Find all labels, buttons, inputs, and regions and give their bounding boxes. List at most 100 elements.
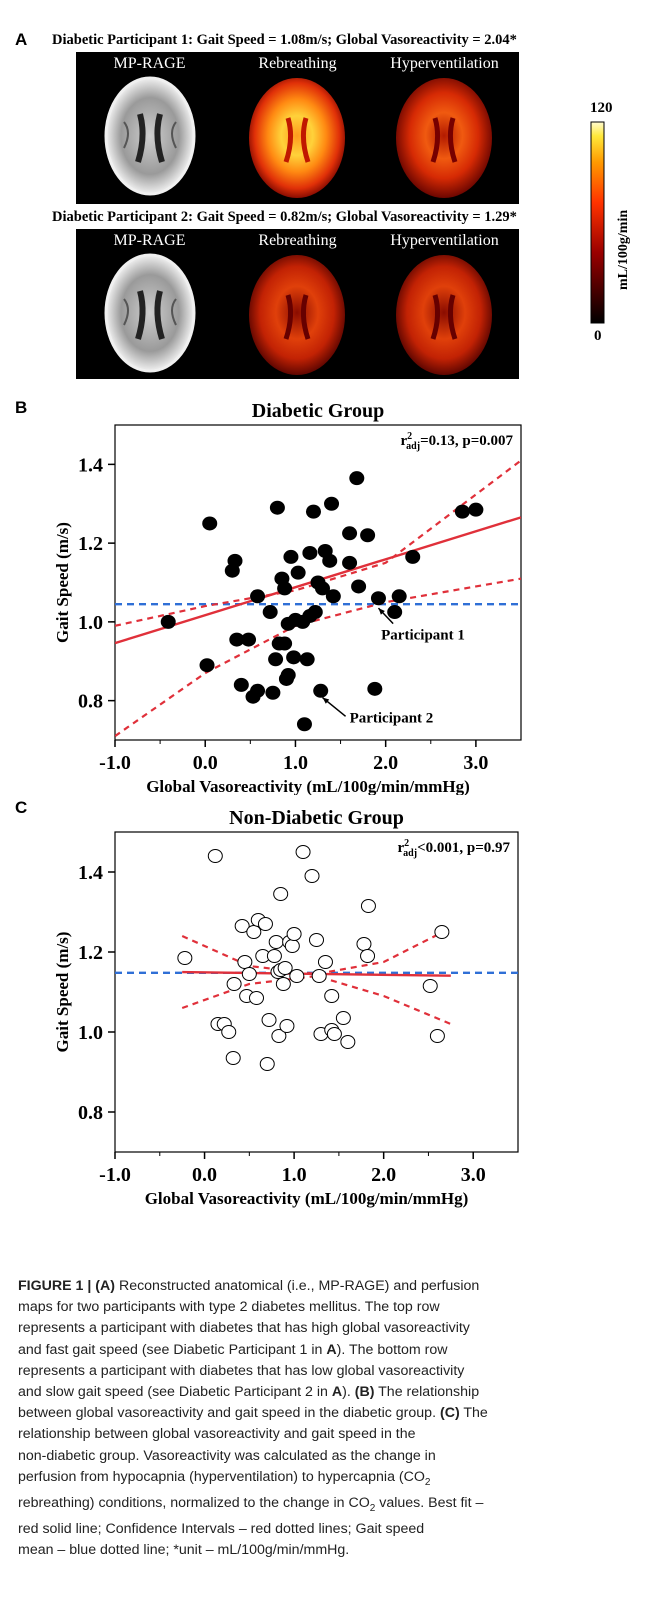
stat-sub: adj <box>406 441 420 452</box>
data-point <box>279 1019 295 1033</box>
data-point <box>250 683 266 698</box>
ci-upper-line <box>181 927 452 976</box>
y-tick-label: 1.0 <box>78 1022 103 1044</box>
stat-sup: 2 <box>404 838 409 849</box>
data-point <box>326 1027 342 1041</box>
plot-frame <box>114 424 522 741</box>
panel-c-letter: C <box>15 798 28 817</box>
data-point <box>271 1029 287 1043</box>
data-point <box>302 545 318 560</box>
x-tick-label: 1.0 <box>283 752 308 774</box>
stat-value: <0.001, p=0.97 <box>417 840 510 856</box>
y-tick-label: 0.8 <box>78 1102 103 1124</box>
data-point <box>265 685 281 700</box>
data-point <box>250 589 266 604</box>
x-axis-label: Global Vasoreactivity (mL/100g/min/mmHg) <box>145 1189 469 1208</box>
caption-line: represents a participant with diabetes t… <box>18 1320 470 1337</box>
caption-text: perfusion from hypocapnia (hyperventilat… <box>18 1468 425 1485</box>
data-point <box>360 528 376 543</box>
colorbar-min-label: 0 <box>594 328 602 344</box>
data-point <box>227 553 243 568</box>
data-point <box>307 605 323 620</box>
plot-frame <box>114 831 519 1153</box>
caption-line: non-diabetic group. Vasoreactivity was c… <box>18 1447 436 1464</box>
caption-ref-a: A <box>326 1341 337 1358</box>
data-point <box>311 969 327 983</box>
data-point <box>268 652 284 667</box>
caption-text: Reconstructed anatomical (i.e., MP-RAGE)… <box>115 1278 480 1294</box>
y-tick-label: 1.4 <box>78 454 103 476</box>
data-point <box>237 955 253 969</box>
data-point <box>317 955 333 969</box>
data-point <box>360 949 376 963</box>
data-point <box>367 681 383 696</box>
stat-r: r <box>400 433 407 449</box>
caption-subscript: 2 <box>369 1502 376 1514</box>
caption-line: red solid line; Confidence Intervals – r… <box>18 1520 425 1537</box>
data-point <box>268 935 284 949</box>
data-point <box>391 589 407 604</box>
caption-line: maps for two participants with type 2 di… <box>18 1299 440 1316</box>
figure-caption: FIGURE 1 | (A) Reconstructed anatomical … <box>18 1276 638 1561</box>
plot-area <box>115 459 521 738</box>
data-point <box>225 1051 241 1065</box>
data-point <box>429 1029 445 1043</box>
data-point <box>324 496 340 511</box>
x-tick-label: 3.0 <box>463 752 488 774</box>
data-point <box>259 1057 275 1071</box>
x-tick-label: -1.0 <box>99 1164 131 1186</box>
label-hyperventilation-2: Hyperventilation <box>390 232 499 249</box>
x-tick-label: 1.0 <box>282 1164 307 1186</box>
caption-figure-label: FIGURE 1 | <box>18 1278 96 1294</box>
participant-2-title: Diabetic Participant 2: Gait Speed = 0.8… <box>52 209 517 225</box>
data-point <box>261 1013 277 1027</box>
data-point <box>295 845 311 859</box>
y-tick-label: 1.0 <box>78 612 103 634</box>
y-tick-label: 1.4 <box>78 862 103 884</box>
caption-text: The <box>459 1405 488 1422</box>
y-tick-label: 0.8 <box>78 691 103 713</box>
data-point <box>234 919 250 933</box>
ci-lower-line <box>181 974 452 1026</box>
caption-b-label: (B) <box>354 1384 375 1401</box>
chart-title: Non-Diabetic Group <box>229 807 404 829</box>
caption-text: rebreathing) conditions, normalized to t… <box>18 1494 370 1511</box>
data-point <box>335 1011 351 1025</box>
data-point <box>286 927 302 941</box>
data-point <box>241 967 257 981</box>
caption-line: relationship between global vasoreactivi… <box>18 1426 416 1443</box>
data-point <box>325 589 341 604</box>
point-annotation: Participant 2 <box>350 710 434 726</box>
y-tick-label: 1.2 <box>78 942 103 964</box>
data-point <box>207 849 223 863</box>
data-point <box>340 1035 356 1049</box>
data-point <box>290 565 306 580</box>
data-point <box>233 677 249 692</box>
stat-r: r <box>397 840 404 856</box>
stat-sup: 2 <box>407 431 412 442</box>
point-annotation: Participant 1 <box>381 628 465 644</box>
data-point <box>313 683 329 698</box>
data-point <box>349 471 365 486</box>
caption-c-label: (C) <box>439 1405 460 1422</box>
caption-text: ). <box>342 1384 355 1401</box>
data-point <box>177 951 193 965</box>
chart-title: Diabetic Group <box>252 400 384 422</box>
data-point <box>277 636 293 651</box>
caption-text: and fast gait speed (see Diabetic Partic… <box>18 1341 327 1358</box>
caption-text: between global vasoreactivity and gait s… <box>18 1405 440 1422</box>
data-point <box>277 581 293 596</box>
data-point <box>277 961 293 975</box>
x-tick-label: -1.0 <box>99 752 131 774</box>
data-point <box>229 632 245 647</box>
x-tick-label: 3.0 <box>461 1164 486 1186</box>
x-tick-label: 0.0 <box>192 1164 217 1186</box>
colorbar-unit-label: mL/100g/min <box>616 209 631 290</box>
data-point <box>246 925 262 939</box>
caption-text: The relationship <box>374 1384 480 1401</box>
panel-a-letter: A <box>15 30 28 49</box>
ci-upper-line <box>115 459 521 627</box>
data-point <box>289 969 305 983</box>
caption-text: values. Best fit – <box>375 1494 484 1511</box>
data-point <box>370 591 386 606</box>
